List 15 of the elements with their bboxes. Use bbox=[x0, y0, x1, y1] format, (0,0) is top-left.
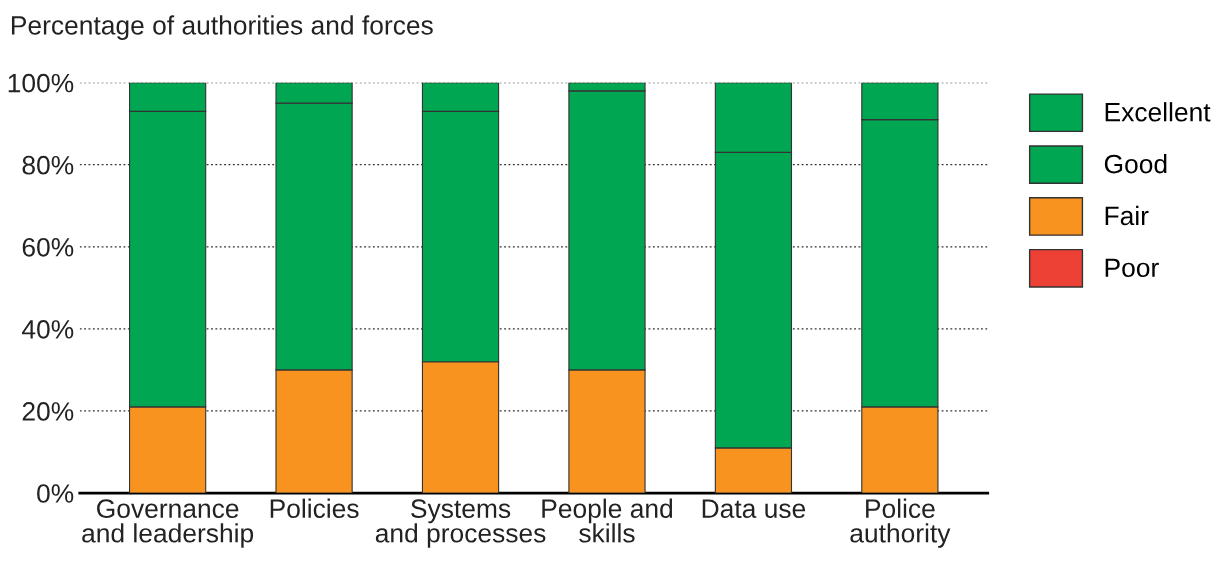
x-tick-label: Policies bbox=[270, 498, 359, 518]
legend-label: Poor bbox=[1105, 258, 1159, 278]
y-tick-label: 0% bbox=[37, 484, 74, 503]
legend-label: Excellent bbox=[1105, 102, 1211, 122]
y-axis-title: Percentage of authorities and forces bbox=[11, 15, 433, 40]
x-tick-label: Police authority bbox=[850, 498, 951, 548]
y-tick-label: 60% bbox=[22, 237, 74, 257]
y-tick-label: 20% bbox=[22, 402, 74, 421]
legend-label: Fair bbox=[1105, 205, 1149, 226]
y-tick-label: 80% bbox=[22, 155, 74, 175]
y-tick-label: 100% bbox=[8, 73, 74, 93]
x-tick-label: Governance and leadership bbox=[82, 499, 254, 548]
legend-label: Good bbox=[1104, 154, 1167, 174]
y-tick-label: 40% bbox=[21, 320, 74, 339]
x-tick-label: Data use bbox=[702, 499, 806, 518]
